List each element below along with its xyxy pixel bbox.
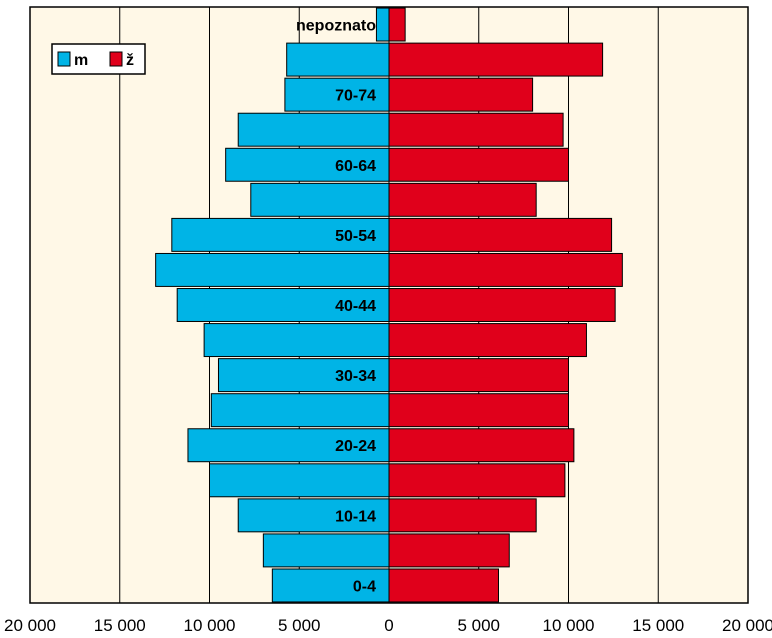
x-tick-label: 15 000 xyxy=(94,616,146,635)
bar-z-5-9 xyxy=(388,533,510,568)
legend-label-m: m xyxy=(74,52,88,69)
bar-z-50-54 xyxy=(388,217,613,252)
bar-m-50-54 xyxy=(171,217,390,252)
x-tick-label: 10 000 xyxy=(543,616,595,635)
bar-z-nepoznato xyxy=(388,7,406,42)
x-tick-label: 5 000 xyxy=(278,616,321,635)
category-label: 0-4 xyxy=(353,578,376,595)
category-label: nepoznato xyxy=(296,18,376,35)
bar-m-25-29 xyxy=(210,393,390,428)
category-label: 60-64 xyxy=(335,158,376,175)
bar-z-35-39 xyxy=(388,323,587,358)
bar-m-20-24 xyxy=(187,428,390,463)
bars xyxy=(155,7,623,603)
bar-z-20-24 xyxy=(388,428,575,463)
legend-swatch-m xyxy=(57,51,71,67)
x-axis-tick-labels: 20 000 15 000 10 000 5 000 0 5 000 10 000 15 00… xyxy=(4,616,772,635)
category-label: 40-44 xyxy=(335,298,376,315)
bar-m-45-49 xyxy=(155,252,390,287)
bar-m-70-74 xyxy=(284,77,390,112)
bar-m-10-14 xyxy=(237,498,390,533)
bar-z-55-59 xyxy=(388,182,537,217)
bar-z-30-34 xyxy=(388,358,569,393)
bar-z-10-14 xyxy=(388,498,537,533)
bar-z-25-29 xyxy=(388,393,569,428)
category-label: 30-34 xyxy=(335,368,376,385)
bar-m-15-19 xyxy=(209,463,390,498)
bar-z-75+ xyxy=(388,42,604,77)
x-tick-label: 20 000 xyxy=(4,616,56,635)
bar-m-65-69 xyxy=(237,112,390,147)
bar-z-60-64 xyxy=(388,147,569,182)
x-tick-label: 5 000 xyxy=(457,616,500,635)
x-tick-label: 20 000 xyxy=(722,616,772,635)
x-tick-label: 0 xyxy=(384,616,393,635)
bar-z-45-49 xyxy=(388,252,623,287)
bar-m-5-9 xyxy=(262,533,390,568)
category-label: 20-24 xyxy=(335,438,376,455)
x-tick-label: 10 000 xyxy=(184,616,236,635)
bar-z-40-44 xyxy=(388,288,616,322)
bar-z-0-4 xyxy=(388,568,499,603)
category-label: 50-54 xyxy=(335,228,376,245)
bar-z-65-69 xyxy=(388,112,564,147)
bar-m-75+ xyxy=(286,42,390,77)
bar-m-60-64 xyxy=(225,147,390,182)
bar-z-15-19 xyxy=(388,463,566,498)
category-label: 70-74 xyxy=(335,88,376,105)
bar-m-0-4 xyxy=(271,568,390,603)
category-label: 10-14 xyxy=(335,508,376,525)
legend-box xyxy=(51,43,146,75)
category-labels: 0-4 10-14 20-24 30-34 40-44 50-54 60-64 70-74 ne… xyxy=(296,18,376,596)
bar-m-nepoznato xyxy=(375,7,390,42)
legend-swatch-z xyxy=(109,51,123,67)
bar-m-55-59 xyxy=(250,182,390,217)
legend-label-z: ž xyxy=(126,52,134,69)
bar-z-70-74 xyxy=(388,77,534,112)
x-tick-label: 15 000 xyxy=(632,616,684,635)
bar-m-35-39 xyxy=(203,323,390,358)
